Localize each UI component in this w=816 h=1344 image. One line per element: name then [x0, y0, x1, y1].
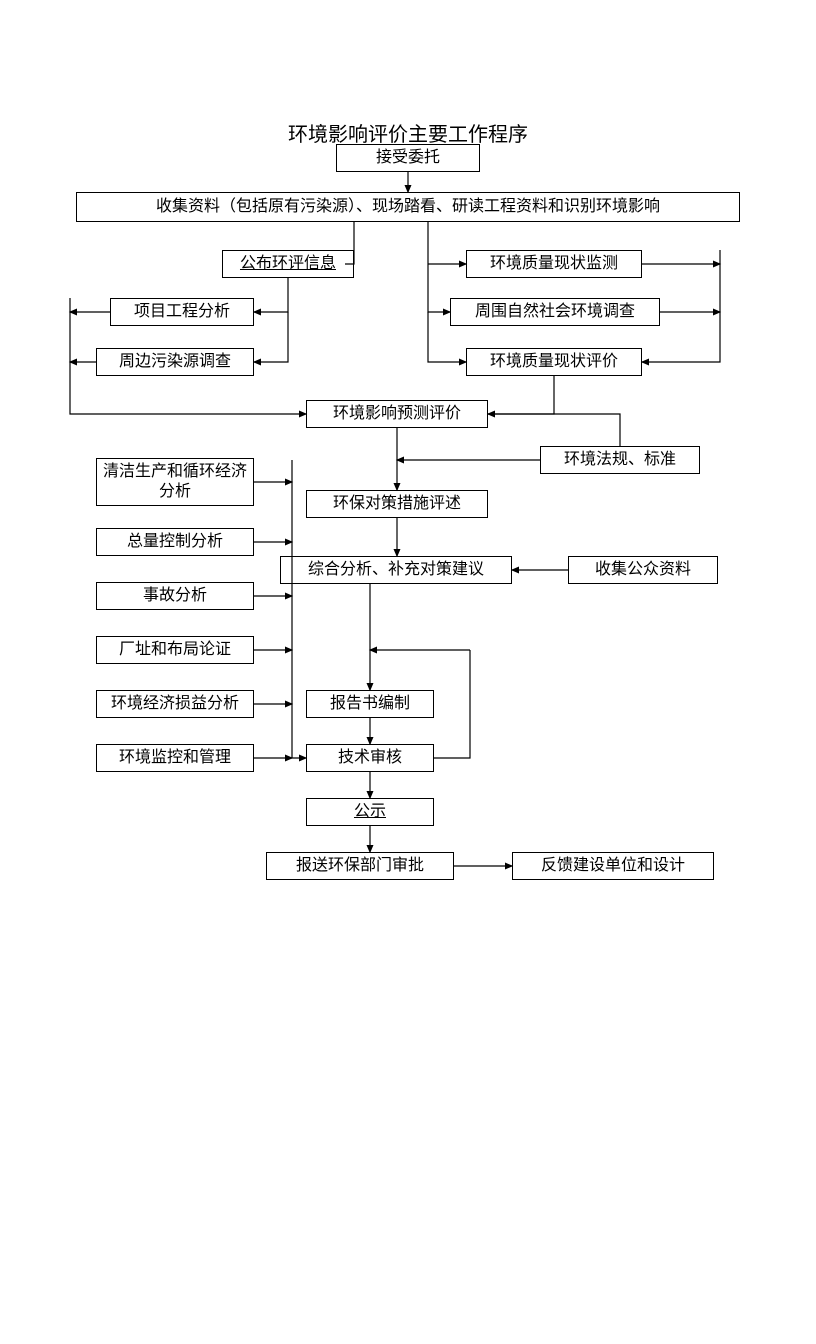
node-env-economy-analysis: 环境经济损益分析: [96, 690, 254, 718]
node-impact-prediction-eval: 环境影响预测评价: [306, 400, 488, 428]
node-collect-public-materials: 收集公众资料: [568, 556, 718, 584]
node-surrounding-env-survey: 周围自然社会环境调查: [450, 298, 660, 326]
node-project-eng-analysis: 项目工程分析: [110, 298, 254, 326]
flowchart-canvas: 环境影响评价主要工作程序 接受委托 收集资料（包括原有污染源）、现场踏看、研读工…: [0, 0, 816, 1344]
node-report-compilation: 报告书编制: [306, 690, 434, 718]
node-collect-materials: 收集资料（包括原有污染源）、现场踏看、研读工程资料和识别环境影响: [76, 192, 740, 222]
node-submit-for-approval: 报送环保部门审批: [266, 852, 454, 880]
node-clean-production: 清洁生产和循环经济分析: [96, 458, 254, 506]
node-env-regulations-standards: 环境法规、标准: [540, 446, 700, 474]
node-accept-commission: 接受委托: [336, 144, 480, 172]
node-public-announcement: 公示: [306, 798, 434, 826]
node-site-layout: 厂址和布局论证: [96, 636, 254, 664]
node-feedback-to-owner: 反馈建设单位和设计: [512, 852, 714, 880]
node-accident-analysis: 事故分析: [96, 582, 254, 610]
node-env-quality-evaluation: 环境质量现状评价: [466, 348, 642, 376]
node-nearby-pollution-survey: 周边污染源调查: [96, 348, 254, 376]
diagram-title: 环境影响评价主要工作程序: [258, 118, 558, 147]
node-total-control-analysis: 总量控制分析: [96, 528, 254, 556]
node-publish-eia-info: 公布环评信息: [222, 250, 354, 278]
node-technical-review: 技术审核: [306, 744, 434, 772]
node-countermeasures-review: 环保对策措施评述: [306, 490, 488, 518]
node-comprehensive-analysis: 综合分析、补充对策建议: [280, 556, 512, 584]
node-env-monitoring-mgmt: 环境监控和管理: [96, 744, 254, 772]
node-env-quality-monitoring: 环境质量现状监测: [466, 250, 642, 278]
